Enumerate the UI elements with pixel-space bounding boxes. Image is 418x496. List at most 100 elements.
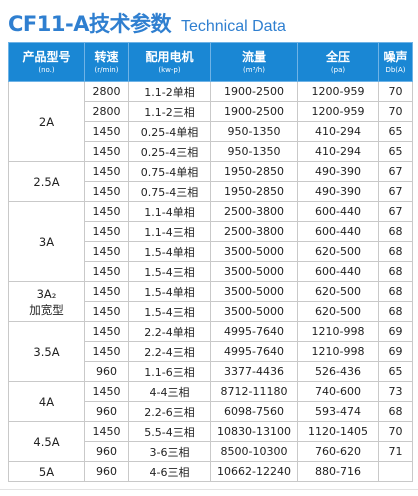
table-row: 1450 1.1-4三相 2500-3800 600-440 68 (9, 221, 413, 242)
noise-cell: 70 (378, 101, 413, 122)
pressure-cell: 600-440 (297, 221, 379, 242)
motor-cell: 0.75-4三相 (128, 181, 211, 202)
model-label: 4.5A (33, 434, 60, 449)
header-noise: 噪声 Db(A) (378, 42, 413, 82)
speed-cell: 960 (84, 401, 129, 422)
flow-cell: 1950-2850 (210, 161, 298, 182)
table-row: 2A 2800 1.1-2单相 1900-2500 1200-959 70 (8, 81, 413, 162)
table-row: 960 3-6三相 8500-10300 760-620 71 (9, 441, 413, 462)
speed-cell: 1450 (84, 421, 129, 442)
table-row: 3.5A 1450 2.2-4单相 4995-7640 1210-998 69 (8, 321, 413, 382)
motor-cell: 5.5-4三相 (128, 421, 211, 442)
speed-cell: 1450 (84, 281, 129, 302)
model-label: 5A (38, 464, 55, 479)
flow-cell: 8712-11180 (210, 381, 298, 402)
title-english: Technical Data (180, 18, 286, 35)
pressure-cell: 410-294 (297, 141, 379, 162)
pressure-cell: 740-600 (297, 381, 379, 402)
pressure-cell: 1120-1405 (297, 421, 379, 442)
motor-cell: 0.25-4单相 (128, 121, 211, 142)
flow-cell: 950-1350 (210, 141, 298, 162)
speed-cell: 1450 (84, 121, 129, 142)
pressure-cell: 1200-959 (297, 81, 379, 102)
flow-cell: 2500-3800 (210, 201, 298, 222)
title-chinese: CF11-A技术参数 (8, 12, 171, 36)
table-row: 2.5A 1450 0.75-4单相 1950-2850 490-390 67 (8, 161, 413, 202)
motor-cell: 2.2-4三相 (128, 341, 211, 362)
speed-cell: 1450 (84, 161, 129, 182)
noise-cell: 65 (378, 361, 413, 382)
motor-cell: 2.2-6三相 (128, 401, 211, 422)
model-cell: 4A (8, 381, 85, 422)
noise-cell: 68 (378, 221, 413, 242)
noise-cell: 70 (378, 421, 413, 442)
noise-cell: 68 (378, 261, 413, 282)
table-body: 2A 2800 1.1-2单相 1900-2500 1200-959 70 2800 1.1-… (8, 81, 413, 482)
table-row: 3A₂ 加宽型 1450 1.5-4单相 3500-5000 620-500 68 (8, 281, 413, 322)
pressure-cell: 490-390 (297, 181, 379, 202)
noise-cell: 67 (378, 201, 413, 222)
speed-cell: 1450 (84, 141, 129, 162)
flow-cell: 3500-5000 (210, 281, 298, 302)
page-title: CF11-A技术参数 Technical Data (8, 8, 286, 36)
motor-cell: 3-6三相 (128, 441, 211, 462)
flow-cell: 1900-2500 (210, 101, 298, 122)
noise-cell: 65 (378, 121, 413, 142)
header-pressure: 全压 (pa) (297, 42, 379, 82)
table-row: 1450 1.5-4三相 3500-5000 620-500 68 (9, 301, 413, 322)
motor-cell: 0.75-4单相 (128, 161, 211, 182)
table-row: 1450 0.25-4三相 950-1350 410-294 65 (9, 141, 413, 162)
model-cell: 3A (8, 201, 85, 282)
speed-cell: 1450 (84, 341, 129, 362)
pressure-cell: 1210-998 (297, 321, 379, 342)
flow-cell: 950-1350 (210, 121, 298, 142)
header-speed: 转速 (r/min) (84, 42, 129, 82)
speed-cell: 1450 (84, 201, 129, 222)
noise-cell: 70 (378, 81, 413, 102)
table-row: 960 2.2-6三相 6098-7560 593-474 68 (9, 401, 413, 422)
table-row: 4.5A 1450 5.5-4三相 10830-13100 1120-1405 70 (8, 421, 413, 462)
speed-cell: 1450 (84, 241, 129, 262)
model-label: 2.5A (33, 174, 60, 189)
flow-cell: 1950-2850 (210, 181, 298, 202)
model-label: 3.5A (33, 344, 60, 359)
noise-cell: 67 (378, 161, 413, 182)
flow-cell: 3500-5000 (210, 261, 298, 282)
speed-cell: 1450 (84, 261, 129, 282)
speed-cell: 1450 (84, 321, 129, 342)
noise-cell: 69 (378, 321, 413, 342)
model-label: 加宽型 (29, 302, 64, 317)
motor-cell: 1.1-2三相 (128, 101, 211, 122)
pressure-cell: 593-474 (297, 401, 379, 422)
flow-cell: 8500-10300 (210, 441, 298, 462)
model-label: 4A (38, 394, 55, 409)
table-row: 4A 1450 4-4三相 8712-11180 740-600 73 (8, 381, 413, 422)
speed-cell: 1450 (84, 381, 129, 402)
flow-cell: 3500-5000 (210, 301, 298, 322)
motor-cell: 4-4三相 (128, 381, 211, 402)
pressure-cell: 1210-998 (297, 341, 379, 362)
noise-cell: 69 (378, 341, 413, 362)
table-row: 3A 1450 1.1-4单相 2500-3800 600-440 67 (8, 201, 413, 282)
pressure-cell: 760-620 (297, 441, 379, 462)
pressure-cell: 1200-959 (297, 101, 379, 122)
model-label: 2A (38, 114, 55, 129)
table-row: 960 1.1-6三相 3377-4436 526-436 65 (9, 361, 413, 382)
noise-cell: 68 (378, 301, 413, 322)
bottom-divider (0, 489, 418, 490)
header-flow: 流量 (m³/h) (210, 42, 298, 82)
speed-cell: 2800 (84, 101, 129, 122)
flow-cell: 3500-5000 (210, 241, 298, 262)
speed-cell: 960 (84, 361, 129, 382)
model-cell: 2A (8, 81, 85, 162)
table-row: 1450 0.75-4三相 1950-2850 490-390 67 (9, 181, 413, 202)
noise-cell: 73 (378, 381, 413, 402)
motor-cell: 1.5-4单相 (128, 281, 211, 302)
model-label: 3A₂ (36, 286, 57, 301)
model-cell: 5A (8, 461, 85, 482)
motor-cell: 4-6三相 (128, 461, 211, 482)
speed-cell: 1450 (84, 221, 129, 242)
pressure-cell: 600-440 (297, 201, 379, 222)
model-label: 3A (38, 234, 55, 249)
speed-cell: 1450 (84, 181, 129, 202)
